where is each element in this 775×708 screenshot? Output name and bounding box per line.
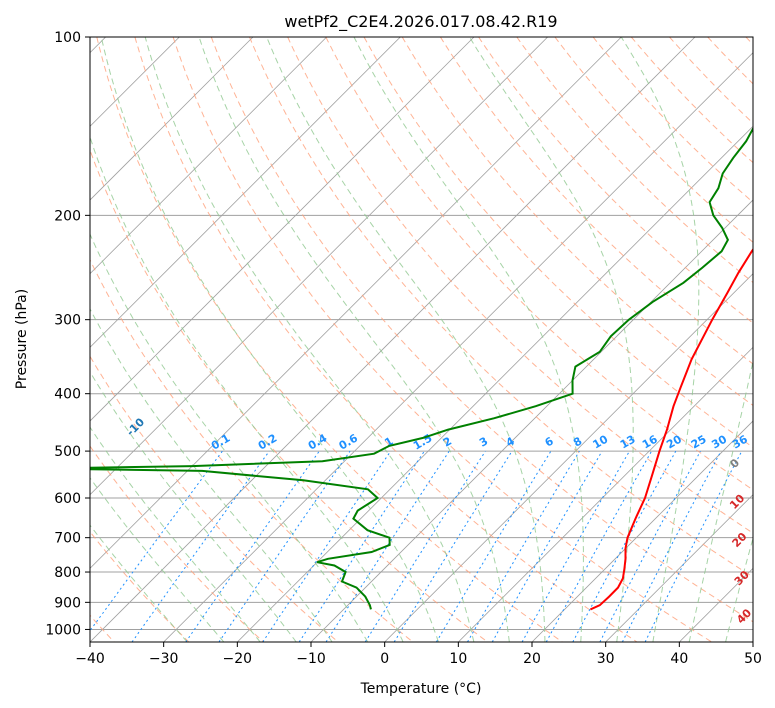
moist-adiabat-line <box>100 37 439 642</box>
x-tick-label: −40 <box>75 651 105 667</box>
dry-adiabat-line <box>363 37 753 448</box>
isotherm-line <box>90 37 475 422</box>
mixing-ratio-line <box>90 450 223 632</box>
dry-adiabat-line <box>210 37 753 623</box>
mixing-ratio-line <box>521 450 630 642</box>
mixing-ratio-line <box>644 450 743 642</box>
x-tick-label: 20 <box>523 651 541 667</box>
mixing-ratio-line <box>621 450 722 642</box>
isotherm-line <box>163 52 753 642</box>
dewpoint-line <box>90 126 753 610</box>
mixing-ratio-line <box>545 450 653 642</box>
y-tick-label: 1000 <box>45 622 81 638</box>
x-tick-label: −30 <box>149 651 179 667</box>
isotherm-line <box>90 37 696 642</box>
x-tick-label: 50 <box>744 651 762 667</box>
dry-adiabat-line <box>592 37 753 204</box>
x-axis-label: Temperature (°C) <box>360 681 482 697</box>
isotherm-line <box>90 37 254 201</box>
dry-adiabat-line <box>439 37 753 365</box>
dry-adiabat-line <box>172 37 712 642</box>
isotherm-line <box>605 494 753 642</box>
isotherm-line <box>90 37 622 569</box>
moist-adiabat-line <box>90 426 261 642</box>
moist-adiabat-line <box>266 37 546 642</box>
moist-adiabat-line <box>144 37 475 642</box>
isotherm-line <box>90 37 548 496</box>
y-tick-label: 300 <box>54 313 81 329</box>
axis-ticks: −40 −30 −20 −10 0 10 20 30 40 50 100 200 300 400 500 60… <box>45 30 762 667</box>
moist-adiabat-line <box>90 232 369 642</box>
moist-adiabat-label: 40 <box>734 606 754 626</box>
y-tick-label: 900 <box>54 595 81 611</box>
x-tick-label: −20 <box>223 651 253 667</box>
mixing-ratio-line <box>325 450 450 642</box>
isotherm-line <box>458 346 753 642</box>
moist-adiabat-line <box>725 536 753 642</box>
y-tick-label: 200 <box>54 208 81 224</box>
dry-adiabat-line <box>554 37 753 243</box>
dry-adiabat-line <box>287 37 753 534</box>
x-tick-label: −10 <box>296 651 326 667</box>
y-axis-label: Pressure (hPa) <box>14 289 30 389</box>
mixing-ratio-line <box>491 450 603 642</box>
temperature-line <box>589 247 753 611</box>
y-tick-label: 800 <box>54 565 81 581</box>
isotherm-line <box>531 420 753 642</box>
y-tick-label: 600 <box>54 491 81 507</box>
moist-adiabat-line <box>353 37 584 642</box>
x-tick-label: 10 <box>449 651 467 667</box>
chart-title: wetPf2_C2E4.2026.017.08.42.R19 <box>284 12 557 32</box>
y-tick-label: 500 <box>54 444 81 460</box>
moist-adiabat-line <box>90 308 333 642</box>
mixing-ratio-line <box>572 450 677 642</box>
moist-adiabat-line <box>198 37 510 642</box>
isotherm-line <box>90 37 327 275</box>
isotherm-line <box>384 273 753 642</box>
moist-adiabat-line <box>620 37 700 642</box>
mixing-ratio-line <box>393 450 513 642</box>
dry-adiabat-line <box>249 37 753 578</box>
y-tick-label: 700 <box>54 531 81 547</box>
profile-lines <box>90 126 753 611</box>
isotherm-line <box>310 199 753 642</box>
moist-adiabat-line <box>90 476 225 642</box>
mixing-ratio-line <box>435 450 552 642</box>
mixing-ratio-line <box>599 450 701 642</box>
dry-adiabat-line <box>96 37 563 642</box>
mixing-ratio-line <box>298 450 425 642</box>
y-tick-label: 100 <box>54 30 81 46</box>
plot-frame <box>89 36 754 643</box>
mixing-ratio-line <box>185 450 320 642</box>
y-tick-label: 400 <box>54 387 81 403</box>
dry-adiabat-line <box>90 355 339 642</box>
mixing-ratio-line <box>467 450 580 642</box>
moist-adiabat-line <box>90 524 188 642</box>
dry-adiabat-line <box>90 445 264 642</box>
x-tick-label: 40 <box>670 651 688 667</box>
mixing-ratio-line <box>131 450 270 642</box>
reference-lines <box>90 37 753 642</box>
dry-adiabat-line <box>134 37 638 642</box>
dry-adiabat-line <box>401 37 753 407</box>
mixing-ratio-line <box>364 450 486 642</box>
x-tick-label: 30 <box>597 651 615 667</box>
isotherm-line <box>237 125 753 642</box>
x-tick-label: 0 <box>380 651 389 667</box>
moist-adiabat-line <box>90 135 404 642</box>
moist-adiabat-line <box>688 358 753 642</box>
dry-adiabat-line <box>325 37 753 491</box>
moist-adiabat-line <box>90 370 297 642</box>
